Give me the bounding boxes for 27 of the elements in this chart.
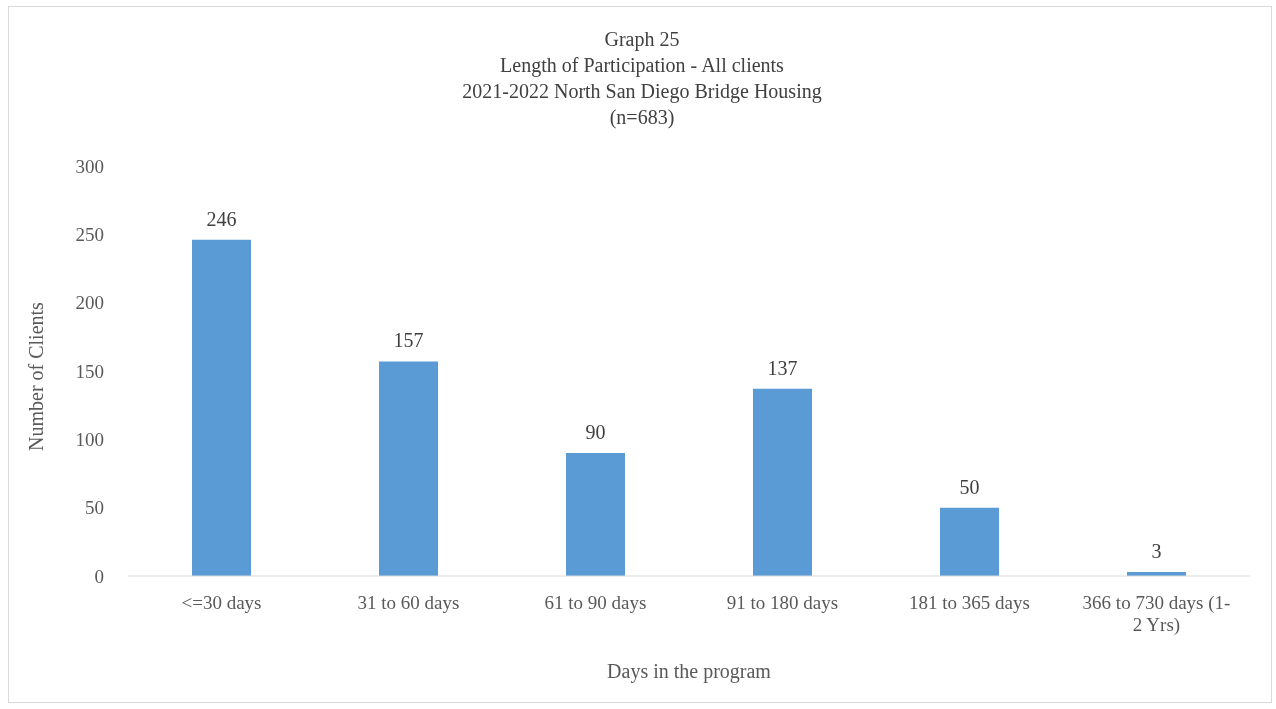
- y-tick-label: 250: [75, 224, 104, 246]
- bar: [192, 239, 251, 576]
- bar: [379, 361, 438, 576]
- x-axis-title: Days in the program: [607, 660, 772, 683]
- bar: [753, 388, 812, 576]
- y-tick-label: 50: [85, 497, 104, 519]
- data-label: 50: [959, 475, 980, 498]
- bar: [940, 507, 999, 576]
- data-label: 246: [206, 207, 237, 230]
- data-label: 3: [1151, 539, 1162, 562]
- x-tick-label: 31 to 60 days: [357, 592, 460, 613]
- x-tick-label: 181 to 365 days: [909, 592, 1030, 613]
- y-tick-label: 100: [75, 429, 104, 451]
- x-tick-label: 91 to 180 days: [726, 592, 839, 613]
- bar: [566, 453, 625, 576]
- y-tick-label: 150: [75, 360, 104, 382]
- y-tick-label: 200: [75, 292, 104, 314]
- y-tick-label: 0: [94, 565, 104, 587]
- x-tick-label: <=30 days: [181, 592, 262, 613]
- chart-title: Graph 25 Length of Participation - All clients 2021-2022 North San Diego Bridge Housing (n=683): [461, 27, 823, 130]
- y-tick-label: 300: [75, 155, 104, 177]
- y-axis-title: Number of Clients: [25, 301, 48, 451]
- data-label: 90: [585, 421, 606, 443]
- data-label: 137: [767, 356, 798, 379]
- x-tick-label: 61 to 90 days: [544, 592, 647, 613]
- data-label: 157: [393, 329, 424, 352]
- x-tick-label: 366 to 730 days (1-2 Yrs): [1082, 592, 1231, 636]
